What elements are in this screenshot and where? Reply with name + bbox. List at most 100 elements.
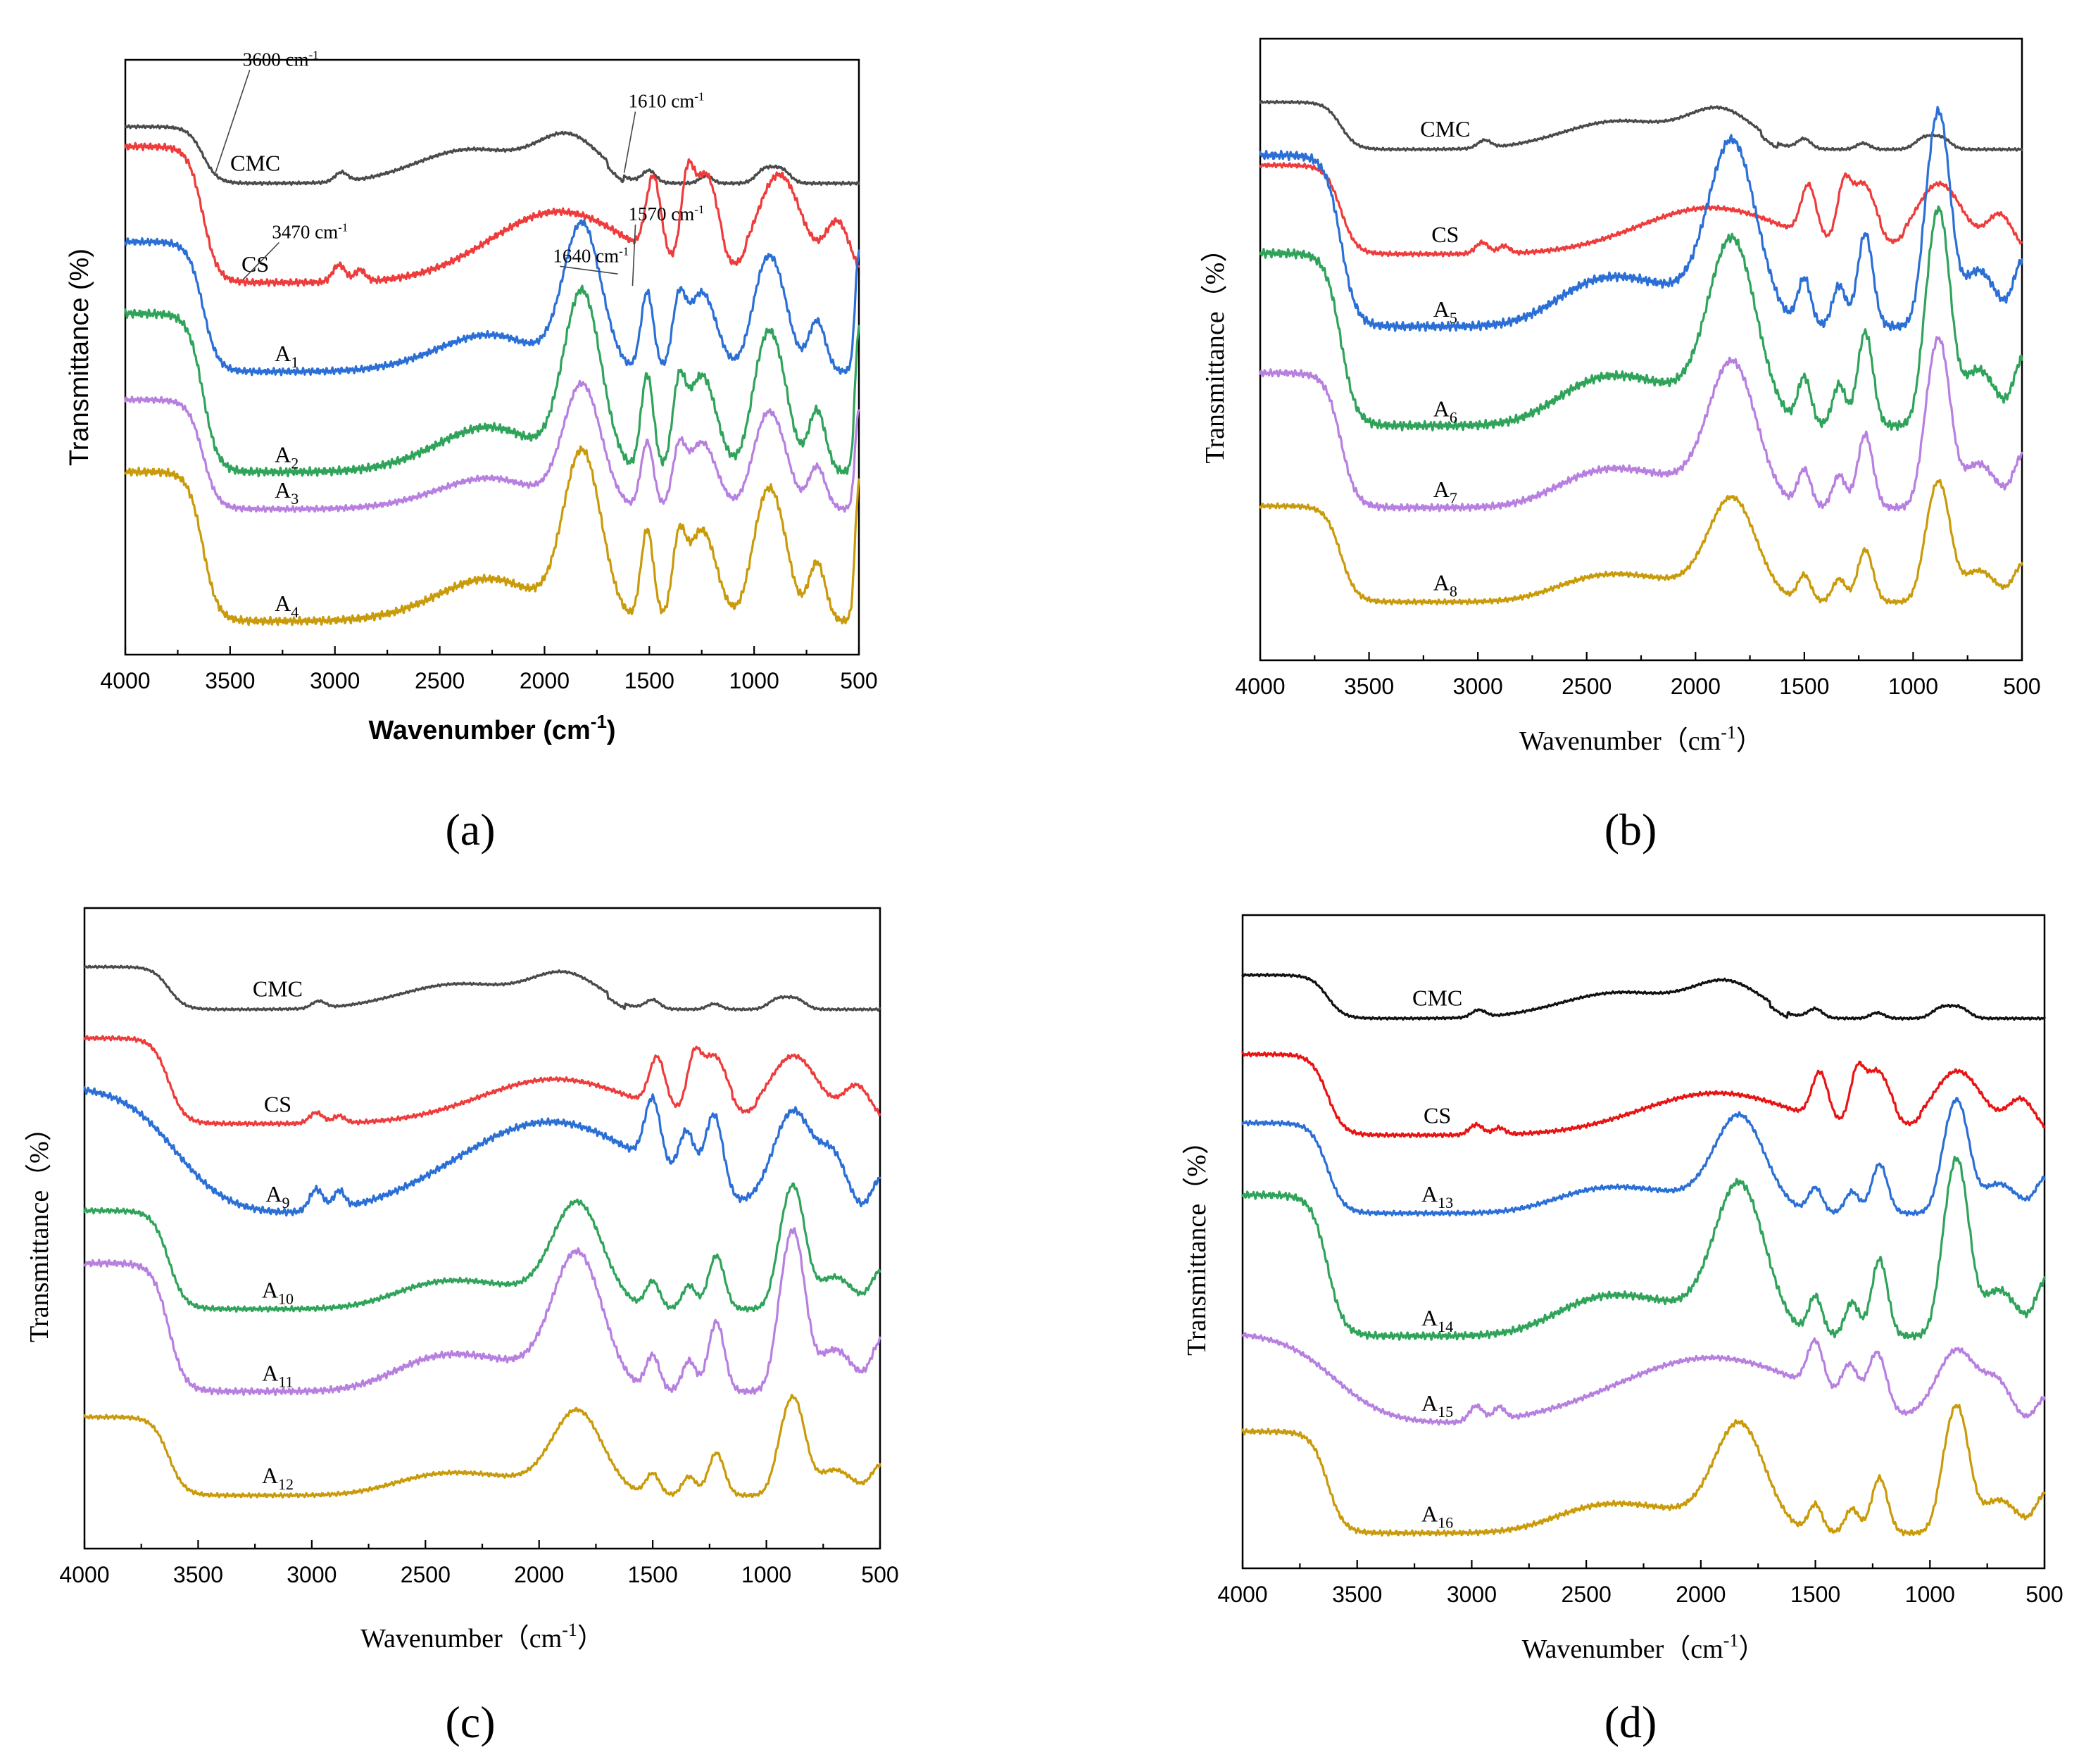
x-tick-label: 4000 <box>1235 674 1285 699</box>
series-line-a4 <box>124 445 860 626</box>
x-axis-title: Wavenumber（cm-1） <box>360 1620 604 1653</box>
x-tick-label: 2500 <box>1562 674 1612 699</box>
x-tick-label: 3000 <box>1453 674 1503 699</box>
series-label-cmc: CMC <box>230 150 280 175</box>
series-line-a11 <box>83 1227 881 1397</box>
x-tick-label: 3500 <box>205 668 255 693</box>
x-tick-label: 2000 <box>520 668 570 693</box>
x-tick-label: 1000 <box>1905 1582 1955 1607</box>
series-label-a3: A3 <box>275 477 299 508</box>
panel-label: (d) <box>1604 1697 1657 1747</box>
x-tick-label: 2500 <box>401 1562 451 1587</box>
series-line-cs <box>124 141 860 287</box>
series-label-cmc: CMC <box>1412 985 1462 1010</box>
y-axis-title: Transmittance（%） <box>1200 236 1230 464</box>
series-label-cmc: CMC <box>1420 116 1470 141</box>
annotation-leader <box>623 111 636 173</box>
x-tick-label: 1500 <box>624 668 674 693</box>
x-tick-label: 1000 <box>729 668 779 693</box>
chart-panel-4: 4000 3500 3000 2500 2000 1500 1000 500 Wavenumbe… <box>1182 914 2064 1664</box>
x-tick-label: 4000 <box>1217 1582 1267 1607</box>
series-label-a10: A10 <box>262 1277 294 1307</box>
series-label-a12: A12 <box>262 1463 294 1493</box>
plot-frame <box>1259 37 2023 662</box>
series-label-cs: CS <box>264 1091 291 1116</box>
annotation-leader <box>215 70 251 173</box>
series-line-a16 <box>1241 1404 2046 1537</box>
series-label-cs: CS <box>241 251 269 277</box>
x-tick-label: 1500 <box>628 1562 678 1587</box>
plot-frame <box>1241 914 2046 1570</box>
series-label-cs: CS <box>1431 222 1459 247</box>
x-tick-label: 500 <box>840 668 877 693</box>
x-tick-label: 3000 <box>287 1562 337 1587</box>
series-label-a9: A9 <box>265 1181 289 1211</box>
annotation-leader <box>560 265 618 275</box>
series-label-a6: A6 <box>1433 396 1457 426</box>
chart-panel-2: 4000 3500 3000 2500 2000 1500 1000 500 Wavenumbe… <box>1200 37 2041 756</box>
y-axis-title: Transmittance (%) <box>65 248 94 466</box>
series-line-a7 <box>1259 336 2023 512</box>
x-tick-label: 1500 <box>1790 1582 1840 1607</box>
series-line-a14 <box>1241 1155 2046 1341</box>
x-tick-label: 500 <box>2025 1582 2063 1607</box>
annotation-leader <box>242 241 279 281</box>
x-tick-label: 500 <box>2003 674 2040 699</box>
series-line-a2 <box>124 284 860 478</box>
series-label-a1: A1 <box>275 341 299 371</box>
annotation-label: 1570 cm-1 <box>629 203 705 225</box>
series-line-a10 <box>83 1182 881 1313</box>
annotation-label: 1640 cm-1 <box>553 244 629 266</box>
series-line-cmc <box>1241 972 2046 1021</box>
y-axis-title: Transmittance（%） <box>25 1114 54 1342</box>
x-tick-label: 3000 <box>310 668 360 693</box>
series-label-a5: A5 <box>1433 296 1457 327</box>
series-line-a12 <box>83 1394 881 1499</box>
series-line-a5 <box>1259 106 2023 332</box>
series-label-a7: A7 <box>1433 477 1457 507</box>
series-line-cmc <box>83 964 881 1012</box>
x-tick-label: 2000 <box>1671 674 1721 699</box>
x-axis-title: Wavenumber（cm-1） <box>1522 1630 1766 1664</box>
series-line-cs <box>83 1035 881 1127</box>
series-label-a13: A13 <box>1421 1181 1453 1211</box>
x-tick-label: 1000 <box>1888 674 1938 699</box>
series-line-cmc <box>124 124 860 186</box>
panel-label: (b) <box>1604 805 1657 855</box>
x-tick-label: 1000 <box>741 1562 791 1587</box>
series-label-a4: A4 <box>275 591 299 621</box>
series-label-a15: A15 <box>1421 1390 1453 1420</box>
chart-panel-1: 4000 3500 3000 2500 2000 1500 1000 500 Wavenumbe… <box>65 48 878 745</box>
series-line-a6 <box>1259 205 2023 431</box>
series-label-a8: A8 <box>1433 570 1457 600</box>
x-tick-label: 2500 <box>415 668 465 693</box>
x-tick-label: 1500 <box>1779 674 1829 699</box>
series-line-cmc <box>1259 99 2023 152</box>
y-axis-title: Transmittance（%） <box>1182 1128 1212 1356</box>
x-tick-label: 500 <box>861 1562 898 1587</box>
series-line-a8 <box>1259 479 2023 606</box>
x-axis-title: Wavenumber (cm-1) <box>368 711 615 745</box>
x-tick-label: 2000 <box>1676 1582 1726 1607</box>
series-line-a3 <box>124 379 860 513</box>
series-line-cs <box>1241 1051 2046 1139</box>
series-line-a15 <box>1241 1332 2046 1426</box>
plot-frame <box>83 907 881 1550</box>
annotation-label: 1610 cm-1 <box>629 90 705 112</box>
series-line-a1 <box>124 219 860 377</box>
annotation-label: 3600 cm-1 <box>243 48 319 70</box>
series-label-a16: A16 <box>1421 1501 1453 1532</box>
series-line-a9 <box>83 1086 881 1217</box>
series-line-a13 <box>1241 1097 2046 1217</box>
panel-label: (a) <box>445 805 495 855</box>
series-line-cs <box>1259 162 2023 258</box>
x-tick-label: 3000 <box>1447 1582 1497 1607</box>
x-tick-label: 2500 <box>1562 1582 1612 1607</box>
x-tick-label: 3500 <box>173 1562 223 1587</box>
x-axis-title: Wavenumber（cm-1） <box>1519 722 1763 756</box>
x-tick-label: 4000 <box>59 1562 109 1587</box>
chart-panel-3: 4000 3500 3000 2500 2000 1500 1000 500 Wavenumbe… <box>25 907 899 1653</box>
x-tick-label: 3500 <box>1344 674 1394 699</box>
series-label-a14: A14 <box>1421 1305 1453 1335</box>
